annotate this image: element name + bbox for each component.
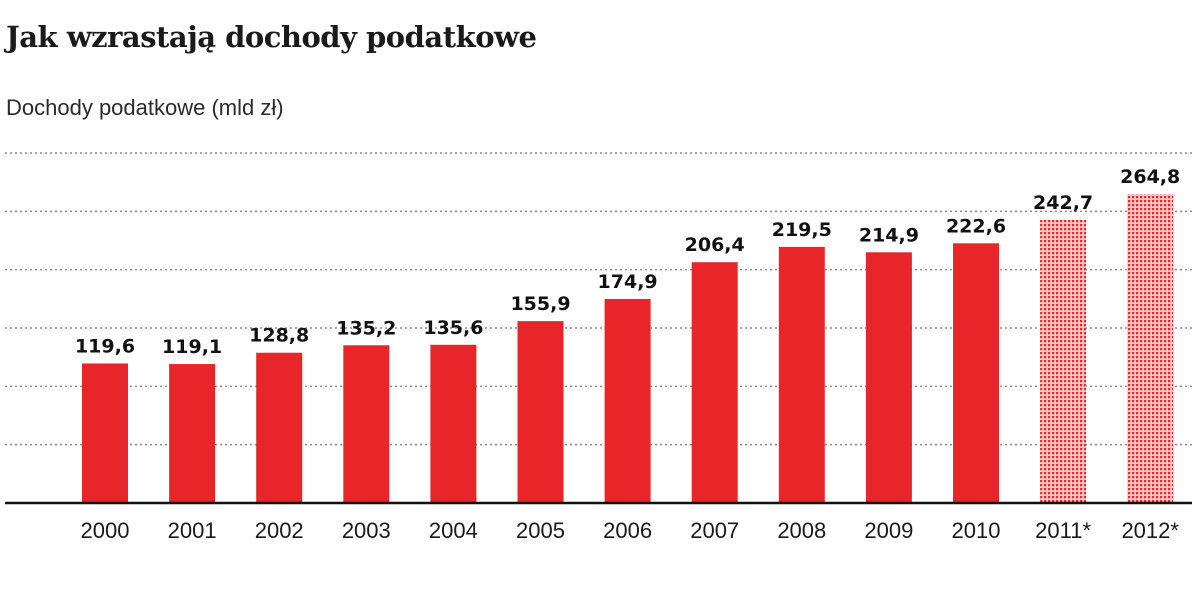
value-label: 119,6 (75, 335, 135, 357)
chart-subtitle: Dochody podatkowe (mld zł) (6, 95, 284, 120)
x-axis-ticks: 2000 2001 2002 2003 2004 2005 2006 2007 2008 2009… (81, 518, 1180, 543)
value-label: 214,9 (859, 224, 919, 246)
bars (82, 194, 1174, 504)
bar (778, 246, 825, 503)
x-tick-label: 2008 (777, 518, 826, 543)
bar-forecast (1040, 219, 1087, 503)
x-tick-label: 2011* (1035, 518, 1091, 543)
x-tick-label: 2003 (342, 518, 391, 543)
chart-title: Jak wzrastają dochody podatkowe (6, 20, 537, 54)
value-label: 219,5 (772, 219, 832, 241)
x-tick-label: 2010 (952, 518, 1001, 543)
bar (430, 344, 477, 503)
value-label: 119,1 (162, 336, 222, 358)
bar (82, 363, 128, 503)
value-label: 135,2 (336, 317, 396, 339)
bar (865, 252, 912, 503)
value-label: 174,9 (598, 271, 658, 293)
x-tick-label: 2005 (516, 518, 565, 543)
x-tick-label: 2004 (429, 518, 478, 543)
x-tick-label: 2001 (168, 518, 217, 543)
value-label: 206,4 (685, 234, 745, 256)
bar (604, 298, 651, 503)
bar (953, 243, 999, 504)
x-tick-label: 2000 (81, 518, 130, 543)
bar (343, 345, 390, 503)
bar (256, 352, 303, 503)
x-tick-label: 2007 (690, 518, 739, 543)
x-tick-label: 2012* (1121, 518, 1179, 543)
value-label: 264,8 (1120, 166, 1180, 188)
x-tick-label: 2009 (864, 518, 913, 543)
bar (691, 262, 738, 503)
value-label: 135,6 (423, 317, 483, 339)
value-label: 128,8 (249, 325, 309, 347)
value-labels: 119,6 119,1 128,8 135,2 135,6 155,9 174,9 206,4… (75, 166, 1180, 358)
bar-forecast (1127, 194, 1174, 504)
value-label: 242,7 (1033, 192, 1093, 214)
x-tick-label: 2006 (603, 518, 652, 543)
value-label: 155,9 (510, 293, 570, 315)
value-label: 222,6 (946, 215, 1006, 237)
bar (169, 364, 216, 503)
bar (517, 321, 564, 503)
x-tick-label: 2002 (255, 518, 304, 543)
